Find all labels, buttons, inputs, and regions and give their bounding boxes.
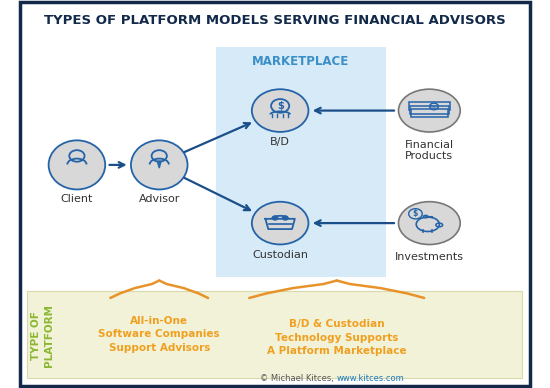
Ellipse shape xyxy=(399,89,460,132)
Circle shape xyxy=(272,216,278,220)
Text: Investments: Investments xyxy=(395,252,464,262)
Text: TYPE OF
PLATFORM: TYPE OF PLATFORM xyxy=(31,304,54,367)
FancyBboxPatch shape xyxy=(216,47,386,277)
Ellipse shape xyxy=(252,202,309,244)
Text: TYPES OF PLATFORM MODELS SERVING FINANCIAL ADVISORS: TYPES OF PLATFORM MODELS SERVING FINANCI… xyxy=(44,14,506,27)
Text: www.kitces.com: www.kitces.com xyxy=(337,374,404,383)
Text: $: $ xyxy=(277,101,283,111)
Ellipse shape xyxy=(252,89,309,132)
Text: B/D: B/D xyxy=(270,137,290,147)
Text: B/D & Custodian
Technology Supports
A Platform Marketplace: B/D & Custodian Technology Supports A Pl… xyxy=(267,319,406,356)
Circle shape xyxy=(409,209,422,219)
Ellipse shape xyxy=(131,140,188,189)
FancyBboxPatch shape xyxy=(27,291,522,378)
Text: © Michael Kitces,: © Michael Kitces, xyxy=(260,374,337,383)
Text: oo: oo xyxy=(431,104,437,109)
Ellipse shape xyxy=(48,140,105,189)
Text: MARKETPLACE: MARKETPLACE xyxy=(252,55,349,68)
Text: Financial
Products: Financial Products xyxy=(405,140,454,161)
Ellipse shape xyxy=(399,202,460,244)
FancyBboxPatch shape xyxy=(410,106,449,114)
Circle shape xyxy=(282,216,288,220)
FancyBboxPatch shape xyxy=(409,102,450,111)
Text: Advisor: Advisor xyxy=(139,194,180,204)
Text: Client: Client xyxy=(60,194,93,204)
Text: Custodian: Custodian xyxy=(252,250,308,260)
Polygon shape xyxy=(266,219,295,229)
Text: All-in-One
Software Companies
Support Advisors: All-in-One Software Companies Support Ad… xyxy=(98,316,220,353)
Text: $: $ xyxy=(412,209,418,218)
Polygon shape xyxy=(157,161,161,168)
